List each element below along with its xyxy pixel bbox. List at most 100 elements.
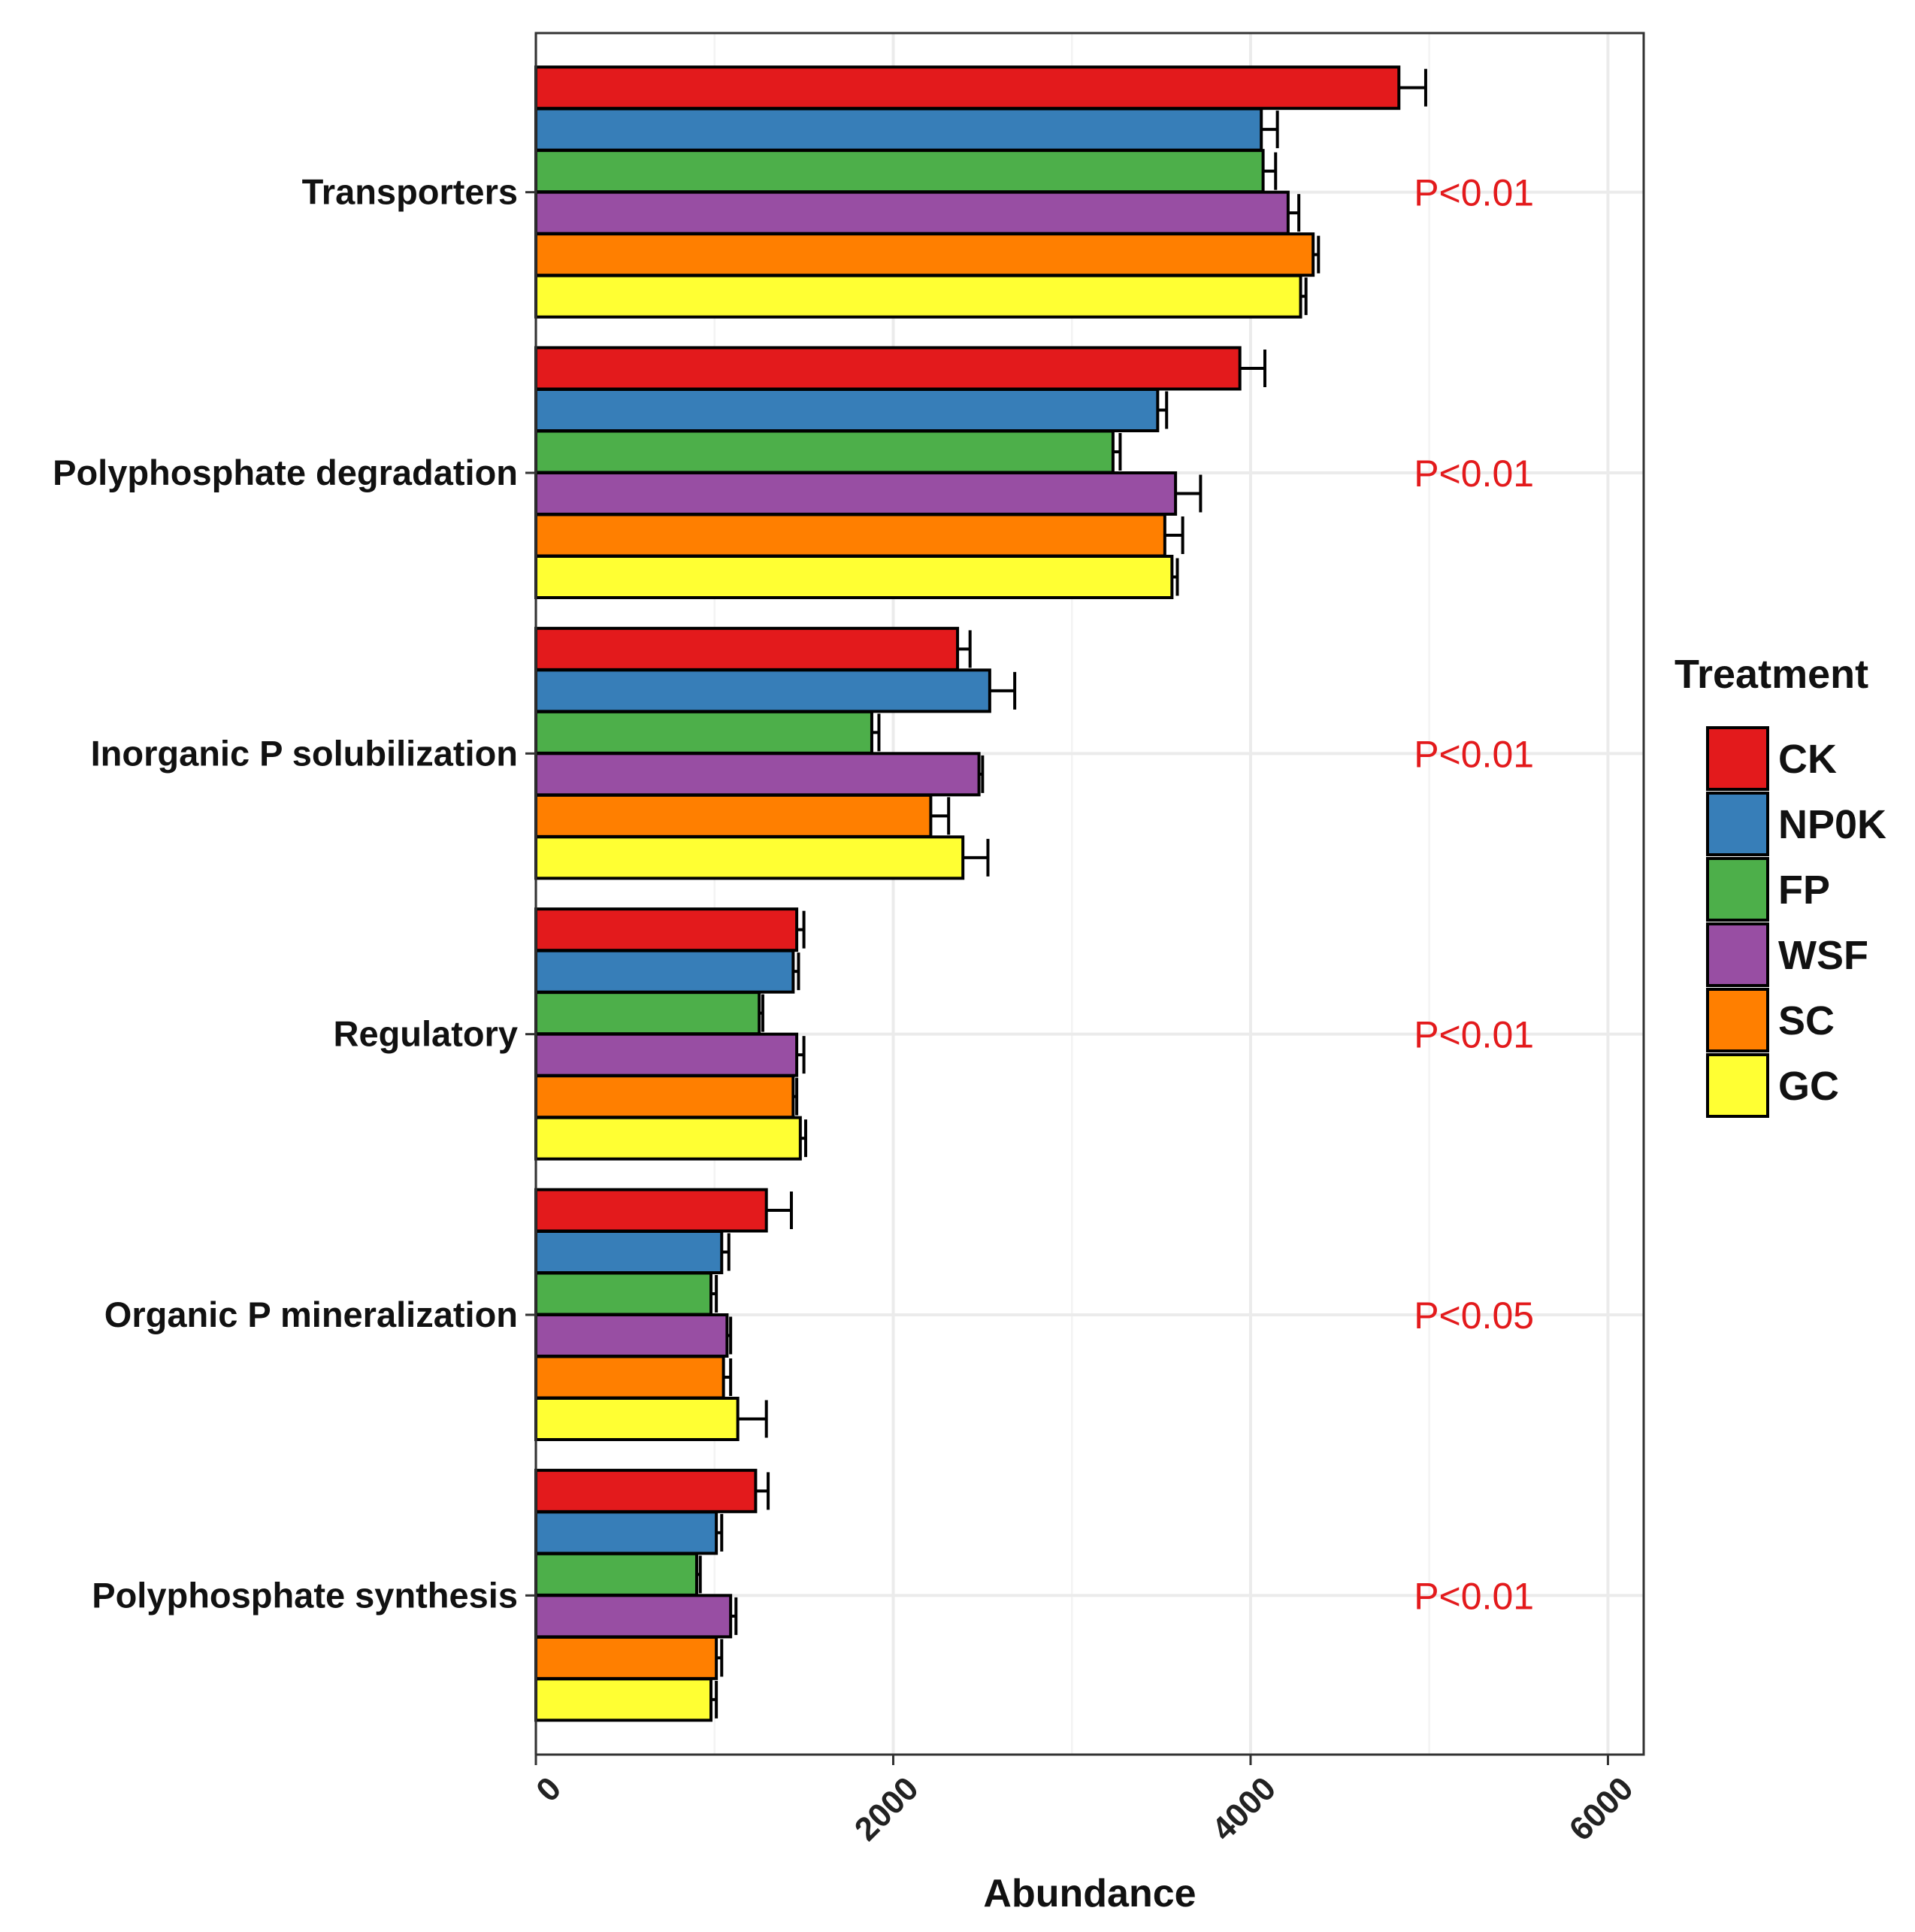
- p-value-label: P<0.01: [1414, 733, 1534, 775]
- p-value-label: P<0.01: [1414, 1014, 1534, 1056]
- y-tick-label: Organic P mineralization: [104, 1295, 518, 1334]
- bars: [534, 65, 1401, 1722]
- error-bar: [759, 994, 764, 1032]
- legend-label-gc: GC: [1778, 1064, 1839, 1109]
- bar-ck: [534, 907, 799, 952]
- p-value-annotations: P<0.01 P<0.01 P<0.01 P<0.01 P<0.05 P<0.01: [1414, 172, 1534, 1618]
- error-bar: [1112, 433, 1122, 471]
- error-bar: [1263, 152, 1278, 190]
- bar-wsf: [534, 752, 981, 797]
- error-bar: [1399, 68, 1427, 107]
- legend-key-gc: [1706, 1053, 1769, 1118]
- error-bar: [979, 755, 985, 793]
- bar-gc: [534, 1397, 740, 1441]
- y-axis: Transporters Polyphosphate degradation Ino…: [53, 172, 536, 1615]
- bar-fp: [534, 149, 1265, 194]
- y-tick-label: Transporters: [302, 172, 518, 212]
- legend-label-ck: CK: [1778, 737, 1837, 782]
- error-bar: [958, 630, 972, 668]
- bar-ck: [534, 1188, 768, 1233]
- error-bar: [1261, 111, 1279, 149]
- x-tick-label: 0: [529, 1770, 568, 1809]
- legend-label-sc: SC: [1778, 998, 1835, 1043]
- y-tick-label: Polyphosphate degradation: [53, 453, 518, 492]
- error-bar: [710, 1275, 719, 1313]
- error-bar: [1287, 194, 1301, 232]
- y-tick-label: Inorganic P solubilization: [91, 733, 518, 773]
- error-bars: [696, 68, 1427, 1719]
- error-bar: [1175, 474, 1203, 513]
- bar-gc: [534, 835, 965, 880]
- legend-key-wsf: [1706, 922, 1769, 987]
- error-bar: [731, 1597, 738, 1635]
- legend-label-wsf: WSF: [1778, 933, 1868, 978]
- error-bar: [871, 713, 881, 752]
- error-bar: [723, 1358, 733, 1396]
- bar-gc: [534, 555, 1174, 599]
- x-tick-label: 4000: [1205, 1770, 1283, 1848]
- error-bar: [710, 1680, 719, 1719]
- error-bar: [737, 1400, 768, 1438]
- bar-np0k: [534, 388, 1160, 432]
- error-bar: [1239, 350, 1266, 387]
- legend-key-fp: [1706, 857, 1769, 922]
- p-value-label: P<0.01: [1414, 1575, 1534, 1617]
- x-tick-label: 2000: [848, 1770, 926, 1848]
- bar-sc: [534, 1635, 719, 1680]
- bar-fp: [534, 710, 873, 755]
- error-bar: [797, 1036, 806, 1074]
- legend-title: Treatment: [1674, 652, 1868, 697]
- error-bar: [727, 1316, 733, 1355]
- error-bar: [766, 1192, 793, 1229]
- bar-fp: [534, 1271, 712, 1316]
- error-bar: [797, 910, 806, 949]
- x-axis-title: Abundance: [983, 1872, 1196, 1915]
- bar-gc: [534, 1677, 712, 1722]
- error-bar: [989, 671, 1017, 710]
- p-value-label: P<0.01: [1414, 453, 1534, 495]
- x-tick-label: 6000: [1563, 1770, 1641, 1848]
- bar-np0k: [534, 668, 991, 713]
- bar-sc: [534, 1074, 795, 1119]
- x-axis: 0 2000 4000 6000: [529, 1755, 1641, 1848]
- legend-label-np0k: NP0K: [1778, 802, 1886, 847]
- bar-fp: [534, 1552, 698, 1597]
- bar-ck: [534, 65, 1401, 111]
- error-bar: [716, 1513, 724, 1552]
- legend-key-np0k: [1706, 792, 1769, 856]
- y-tick-label: Regulatory: [334, 1014, 519, 1054]
- bar-sc: [534, 232, 1315, 277]
- bar-wsf: [534, 190, 1290, 235]
- bar-np0k: [534, 1230, 724, 1274]
- error-bar: [800, 1119, 807, 1158]
- error-bar: [755, 1472, 770, 1510]
- bar-fp: [534, 991, 761, 1036]
- p-value-label: P<0.01: [1414, 172, 1534, 214]
- bar-np0k: [534, 107, 1263, 152]
- error-bar: [963, 838, 990, 877]
- bar-sc: [534, 513, 1166, 558]
- plot-panel-border: [534, 32, 1645, 1756]
- bar-gc: [534, 274, 1302, 319]
- error-bar: [1157, 391, 1169, 429]
- bar-ck: [534, 346, 1242, 391]
- legend-key-ck: [1706, 726, 1769, 791]
- legend: Treatment CK NP0K FP WSF SC GC: [1674, 652, 1886, 1118]
- error-bar: [793, 952, 800, 991]
- error-bar: [793, 1077, 799, 1116]
- bar-wsf: [534, 471, 1178, 516]
- error-bar: [1164, 516, 1184, 554]
- error-bar: [722, 1233, 731, 1271]
- error-bar: [1300, 277, 1308, 316]
- bar-ck: [534, 626, 960, 671]
- bar-wsf: [534, 1594, 733, 1639]
- bar-sc: [534, 1355, 725, 1400]
- error-bar: [930, 797, 951, 835]
- legend-label-fp: FP: [1778, 868, 1830, 913]
- bar-ck: [534, 1468, 758, 1513]
- bar-np0k: [534, 949, 795, 994]
- bar-wsf: [534, 1032, 799, 1077]
- y-tick-label: Polyphosphate synthesis: [92, 1575, 518, 1615]
- error-bar: [696, 1555, 702, 1594]
